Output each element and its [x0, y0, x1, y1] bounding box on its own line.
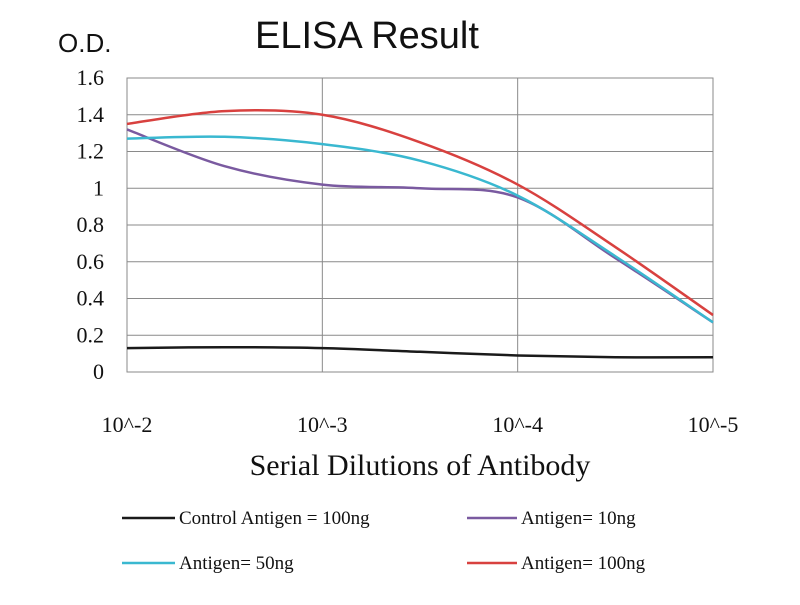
legend-label: Control Antigen = 100ng [179, 508, 370, 529]
series-line-antigen-10ng [126, 128, 714, 324]
y-tick-label: 1 [93, 175, 104, 200]
x-tick-label: 10^-3 [297, 412, 348, 437]
y-tick-label: 0.2 [77, 322, 105, 347]
y-tick-label: 0.4 [77, 286, 105, 311]
x-tick-label: 10^-5 [688, 412, 739, 437]
y-tick-label: 1.6 [77, 65, 105, 90]
y-tick-label: 0.8 [77, 212, 105, 237]
chart-title: ELISA Result [255, 15, 479, 57]
legend-label: Antigen= 10ng [521, 508, 636, 529]
x-tick-label: 10^-2 [102, 412, 153, 437]
y-tick-label: 1.2 [77, 139, 105, 164]
x-tick-label: 10^-4 [492, 412, 543, 437]
series-line-control-antigen-100ng [126, 345, 714, 359]
x-axis-ticks: 10^-2 10^-3 10^-4 10^-5 [102, 412, 739, 437]
series-line-antigen-100ng [126, 108, 714, 317]
y-axis-label: O.D. [58, 28, 111, 58]
y-tick-label: 0.6 [77, 249, 105, 274]
y-axis-ticks: 1.6 1.4 1.2 1 0.8 0.6 0.4 0.2 0 [77, 65, 105, 384]
y-tick-label: 1.4 [77, 102, 105, 127]
legend: Control Antigen = 100ng Antigen= 10ng Anti… [122, 508, 646, 574]
gridlines [126, 77, 714, 373]
legend-label: Antigen= 100ng [521, 553, 646, 574]
x-axis-label: Serial Dilutions of Antibody [250, 449, 591, 482]
y-tick-label: 0 [93, 359, 104, 384]
legend-label: Antigen= 50ng [179, 553, 294, 574]
series-lines [126, 108, 714, 359]
series-line-antigen-50ng [126, 135, 714, 324]
